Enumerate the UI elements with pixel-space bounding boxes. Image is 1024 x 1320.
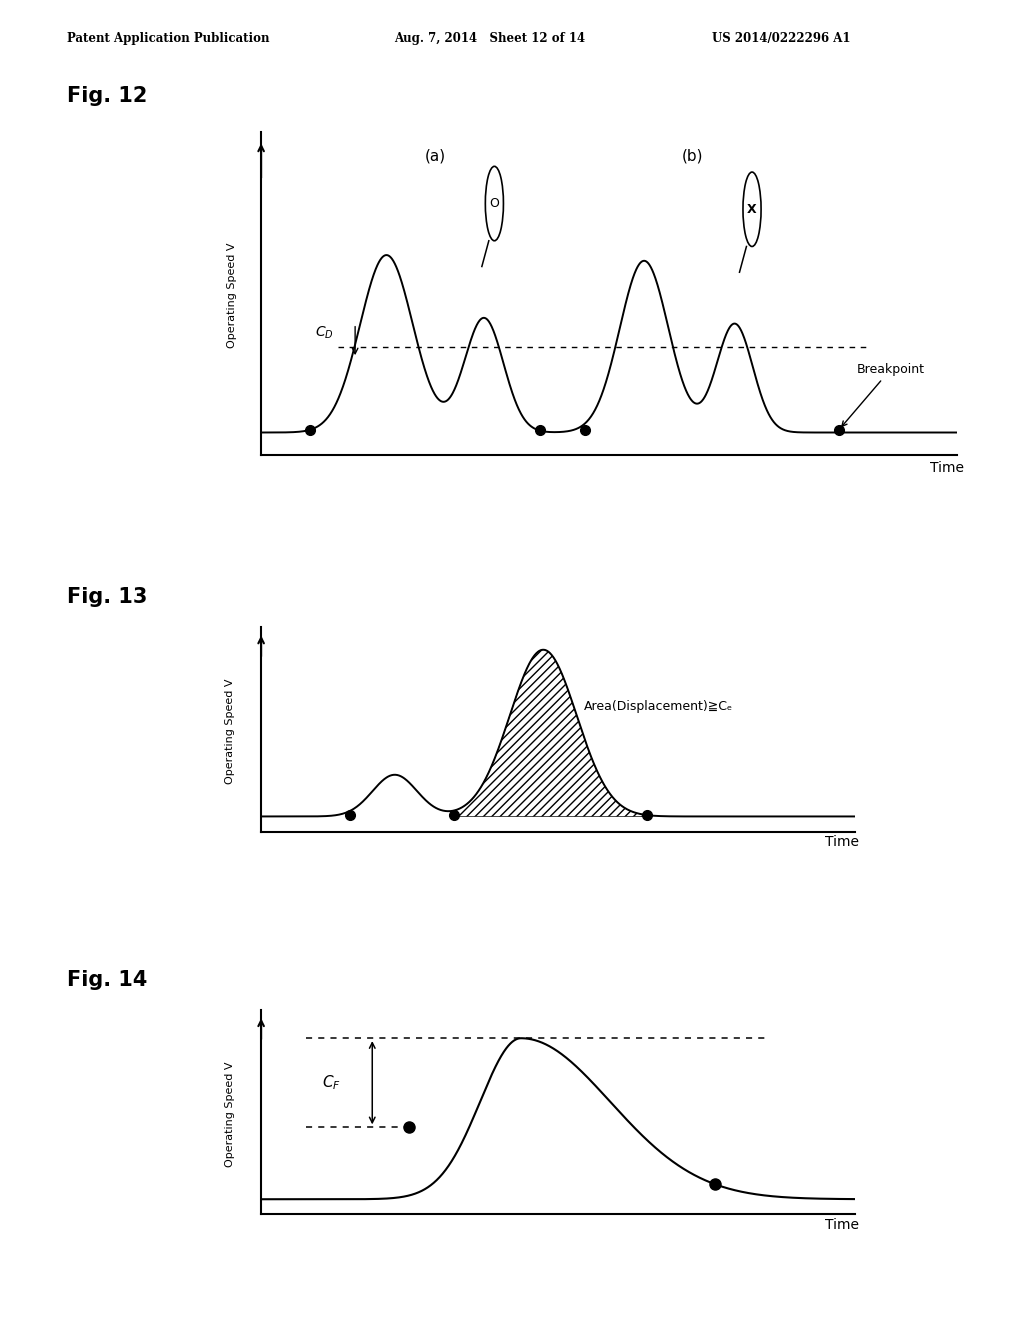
Text: Breakpoint: Breakpoint	[842, 363, 925, 426]
Text: (a): (a)	[425, 149, 445, 164]
Text: Fig. 12: Fig. 12	[67, 86, 146, 106]
Text: Fig. 14: Fig. 14	[67, 970, 146, 990]
Text: Aug. 7, 2014   Sheet 12 of 14: Aug. 7, 2014 Sheet 12 of 14	[394, 32, 586, 45]
Text: O: O	[489, 197, 500, 210]
Text: Operating Speed V: Operating Speed V	[225, 1061, 234, 1167]
Text: Fig. 13: Fig. 13	[67, 587, 146, 607]
Text: Time: Time	[824, 1218, 859, 1232]
Circle shape	[743, 172, 761, 247]
Text: Area(Displacement)≧Cₑ: Area(Displacement)≧Cₑ	[584, 700, 733, 713]
Text: US 2014/0222296 A1: US 2014/0222296 A1	[712, 32, 850, 45]
Text: Operating Speed V: Operating Speed V	[225, 678, 234, 784]
Text: Time: Time	[824, 836, 859, 849]
Text: $C_F$: $C_F$	[322, 1073, 341, 1092]
Text: Patent Application Publication: Patent Application Publication	[67, 32, 269, 45]
Text: Operating Speed V: Operating Speed V	[227, 243, 237, 348]
Circle shape	[485, 166, 504, 240]
Text: X: X	[748, 203, 757, 215]
Text: $C_D$: $C_D$	[315, 325, 334, 341]
Text: Time: Time	[931, 461, 965, 475]
Text: (b): (b)	[682, 149, 703, 164]
